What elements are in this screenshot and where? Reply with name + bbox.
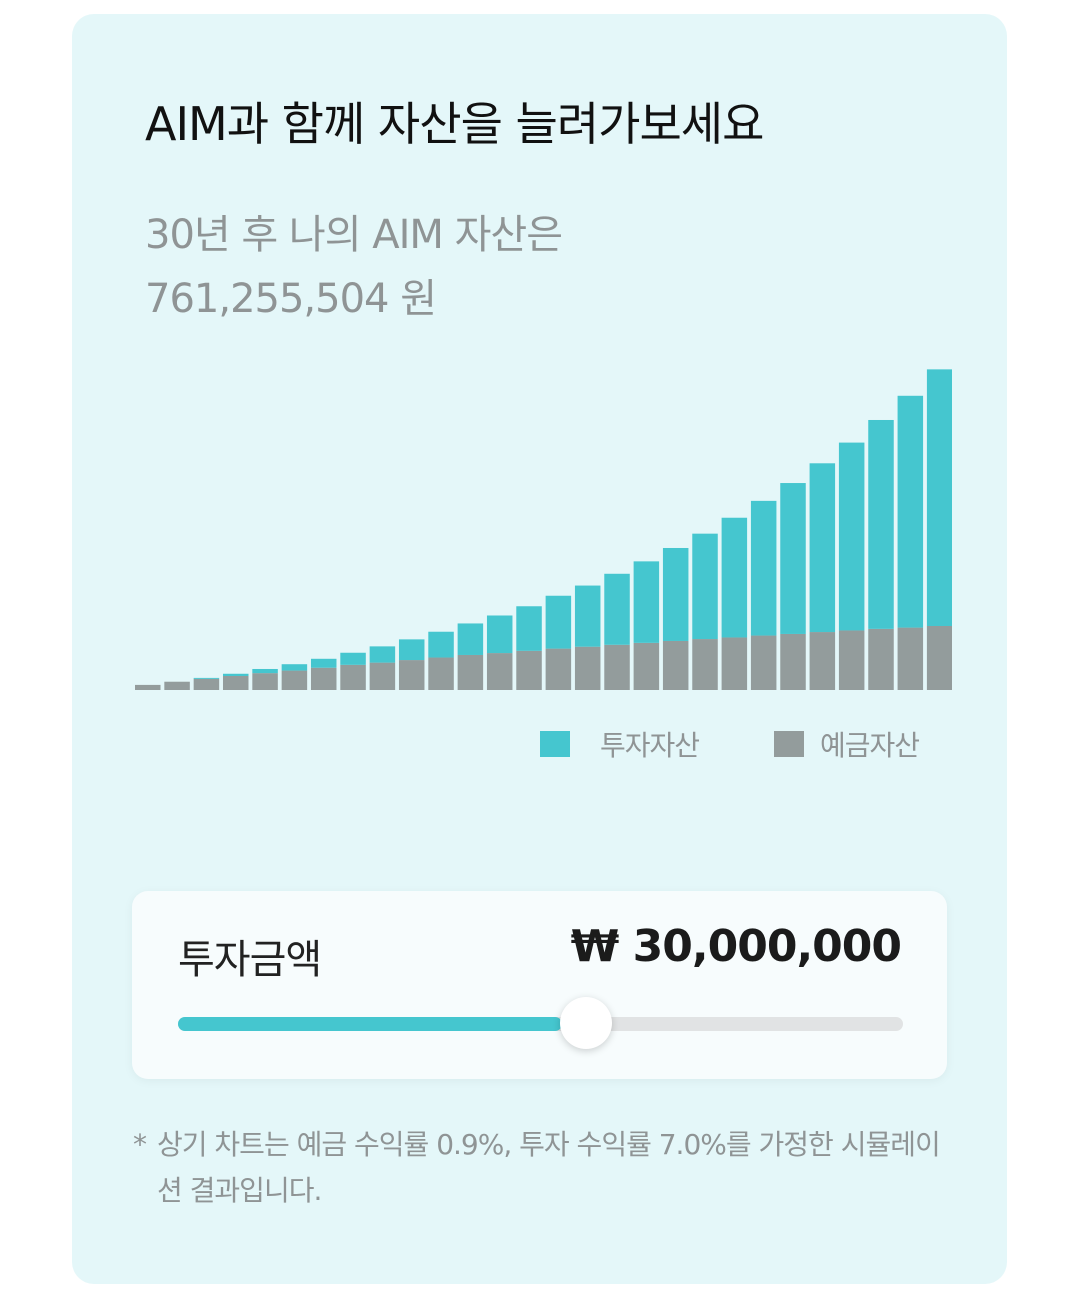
bar-deposit-13 [486, 653, 513, 690]
asset-growth-chart [135, 369, 952, 690]
bar-deposit-4 [222, 675, 249, 690]
bar-invest-28 [926, 369, 952, 626]
bar-invest-12 [457, 623, 484, 655]
bar-invest-8 [340, 652, 366, 665]
bar-invest-26 [868, 419, 894, 629]
legend-swatch-invest [540, 731, 570, 757]
footnote: * 상기 차트는 예금 수익률 0.9%, 투자 수익률 7.0%를 가정한 시… [133, 1122, 953, 1214]
bar-deposit-24 [809, 632, 836, 690]
bar-deposit-3 [193, 678, 220, 690]
investment-amount-slider[interactable] [178, 1017, 903, 1031]
page-title: AIM과 함께 자산을 늘려가보세요 [145, 97, 764, 151]
bar-deposit-7 [310, 667, 337, 690]
bar-invest-16 [574, 585, 601, 647]
bar-invest-6 [281, 664, 308, 671]
bar-deposit-22 [750, 635, 777, 690]
bar-invest-15 [545, 595, 572, 649]
bar-deposit-2 [164, 681, 190, 690]
bar-invest-5 [252, 668, 278, 674]
slider-fill [178, 1017, 563, 1031]
bar-deposit-11 [428, 657, 454, 690]
bar-deposit-6 [281, 670, 308, 690]
footnote-text: 상기 차트는 예금 수익률 0.9%, 투자 수익률 7.0%를 가정한 시뮬레… [157, 1128, 941, 1207]
bar-deposit-5 [252, 673, 278, 690]
bar-invest-25 [838, 442, 865, 631]
bar-invest-9 [369, 646, 396, 663]
bar-deposit-8 [340, 664, 366, 690]
bar-deposit-26 [868, 628, 894, 690]
bar-deposit-14 [516, 650, 542, 690]
bar-deposit-10 [398, 660, 425, 690]
investment-amount-value: ₩ 30,000,000 [570, 921, 902, 972]
bar-deposit-25 [838, 630, 865, 690]
bar-invest-13 [486, 615, 513, 654]
bar-deposit-27 [897, 627, 924, 690]
bar-deposit-28 [926, 625, 952, 690]
bar-invest-18 [633, 561, 660, 643]
bar-deposit-16 [574, 646, 601, 690]
investment-amount-panel: 투자금액 ₩ 30,000,000 [132, 891, 947, 1079]
bar-invest-27 [897, 395, 924, 628]
legend-label-invest: 투자자산 [600, 729, 700, 762]
bar-deposit-17 [604, 644, 630, 690]
projection-amount: 761,255,504 원 [145, 276, 437, 322]
bar-invest-4 [222, 673, 249, 676]
bar-invest-3 [193, 677, 220, 679]
bar-invest-19 [662, 547, 689, 641]
bar-deposit-19 [662, 640, 689, 690]
bar-invest-17 [604, 573, 630, 645]
footnote-asterisk: * [133, 1128, 147, 1161]
legend-item-deposit: 예금자산 [774, 724, 920, 764]
legend-label-deposit: 예금자산 [820, 729, 920, 762]
bar-invest-14 [516, 606, 542, 651]
bar-invest-10 [398, 639, 425, 661]
projection-summary: 30년 후 나의 AIM 자산은 761,255,504 원 [145, 203, 563, 331]
bar-deposit-15 [545, 648, 572, 690]
bar-invest-7 [310, 658, 337, 668]
bar-invest-22 [750, 500, 777, 636]
legend-swatch-deposit [774, 731, 804, 757]
projection-caption: 30년 후 나의 AIM 자산은 [145, 212, 563, 258]
bar-invest-24 [809, 463, 836, 633]
bar-deposit-9 [369, 662, 396, 690]
bar-deposit-18 [633, 642, 660, 690]
bar-deposit-1 [135, 684, 161, 690]
legend-item-invest: 투자자산 [540, 724, 700, 764]
bar-invest-20 [692, 533, 718, 640]
bar-deposit-23 [780, 633, 806, 690]
bar-invest-11 [428, 631, 454, 658]
bar-deposit-12 [457, 654, 484, 690]
bar-invest-23 [780, 483, 806, 634]
bar-deposit-21 [721, 637, 748, 690]
bar-deposit-20 [692, 639, 718, 690]
slider-thumb[interactable] [560, 997, 613, 1049]
investment-amount-label: 투자금액 [178, 937, 322, 983]
bar-invest-21 [721, 517, 748, 638]
